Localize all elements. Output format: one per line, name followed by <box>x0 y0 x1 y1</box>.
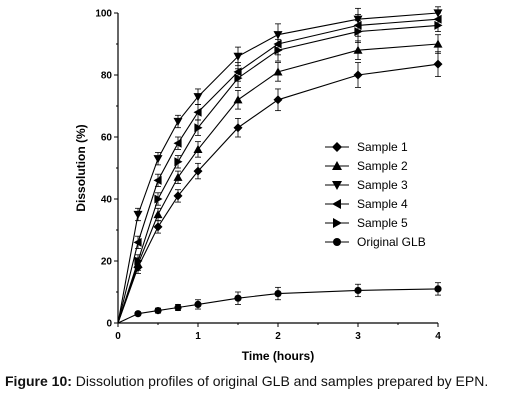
data-point <box>173 191 183 201</box>
y-tick-label: 0 <box>106 319 112 330</box>
data-point <box>274 45 283 55</box>
y-tick-label: 100 <box>95 9 112 20</box>
data-point <box>193 166 203 176</box>
data-point <box>194 123 203 133</box>
data-point <box>433 59 443 69</box>
y-axis-title: Dissolution (%) <box>74 124 88 211</box>
legend-marker <box>333 218 342 228</box>
data-point <box>234 294 242 302</box>
series-sample-2 <box>117 34 443 324</box>
figure-caption-label: Figure 10: <box>5 373 72 389</box>
series-sample-5 <box>117 18 443 324</box>
x-tick-label: 1 <box>195 331 201 342</box>
data-point <box>153 210 163 219</box>
legend-item-original-glb: Original GLB <box>325 235 426 249</box>
figure-caption-text: Dissolution profiles of original GLB and… <box>75 373 489 389</box>
series-original-glb <box>117 282 442 324</box>
data-point <box>173 138 182 148</box>
data-point <box>274 289 282 298</box>
figure-caption: Figure 10: Dissolution profiles of origi… <box>5 373 517 390</box>
data-point <box>193 144 203 153</box>
legend-marker <box>332 199 341 209</box>
x-tick-label: 3 <box>355 331 361 342</box>
data-point <box>354 27 363 37</box>
legend-marker <box>332 181 342 190</box>
legend-marker <box>332 161 342 170</box>
legend-label: Sample 2 <box>357 159 408 173</box>
data-point <box>174 303 182 312</box>
data-point <box>134 256 143 266</box>
data-point <box>354 286 362 295</box>
data-point <box>133 237 142 247</box>
data-point <box>233 123 243 133</box>
legend-item-sample-2: Sample 2 <box>325 159 408 173</box>
legend-item-sample-1: Sample 1 <box>325 140 408 154</box>
data-point <box>353 70 363 80</box>
y-tick-label: 20 <box>101 257 113 268</box>
data-point <box>133 210 143 219</box>
legend-item-sample-5: Sample 5 <box>325 216 408 230</box>
data-point <box>194 300 202 308</box>
x-tick-label: 2 <box>275 331 281 342</box>
data-point <box>153 222 163 232</box>
legend-label: Original GLB <box>357 235 426 249</box>
data-point <box>233 95 243 104</box>
legend-marker <box>332 142 342 152</box>
data-point <box>154 307 162 315</box>
data-point <box>353 20 362 30</box>
data-point <box>433 39 443 48</box>
data-point <box>273 95 283 105</box>
legend-item-sample-3: Sample 3 <box>325 178 408 192</box>
x-tick-label: 4 <box>435 331 441 342</box>
y-tick-label: 40 <box>101 195 113 206</box>
data-point <box>134 310 142 318</box>
data-point <box>154 194 163 204</box>
data-point <box>273 39 282 49</box>
data-point <box>193 93 203 102</box>
data-point <box>434 285 442 293</box>
x-tick-label: 0 <box>115 331 121 342</box>
data-point <box>233 67 242 77</box>
data-point <box>173 172 183 181</box>
data-point <box>234 73 243 83</box>
legend-item-sample-4: Sample 4 <box>325 197 408 211</box>
legend: Sample 1 Sample 2 Sample 3 Sample 4 Sample 5… <box>325 140 426 249</box>
legend-label: Sample 4 <box>357 197 408 211</box>
x-axis-title: Time (hours) <box>242 349 314 363</box>
data-point <box>434 20 443 30</box>
axes: 0 20 40 60 80 100 0 1 2 3 4 <box>95 9 441 343</box>
data-point <box>353 45 363 54</box>
series-layer <box>117 6 443 324</box>
data-point <box>273 67 283 76</box>
y-tick-label: 60 <box>101 133 113 144</box>
data-point <box>193 107 202 117</box>
data-point <box>153 175 162 185</box>
legend-label: Sample 1 <box>357 140 408 154</box>
y-tick-label: 80 <box>101 71 113 82</box>
data-point <box>233 52 243 61</box>
data-point <box>153 155 163 164</box>
data-point <box>174 157 183 167</box>
legend-label: Sample 3 <box>357 178 408 192</box>
legend-label: Sample 5 <box>357 216 408 230</box>
legend-marker <box>333 238 341 246</box>
data-point <box>173 117 183 126</box>
